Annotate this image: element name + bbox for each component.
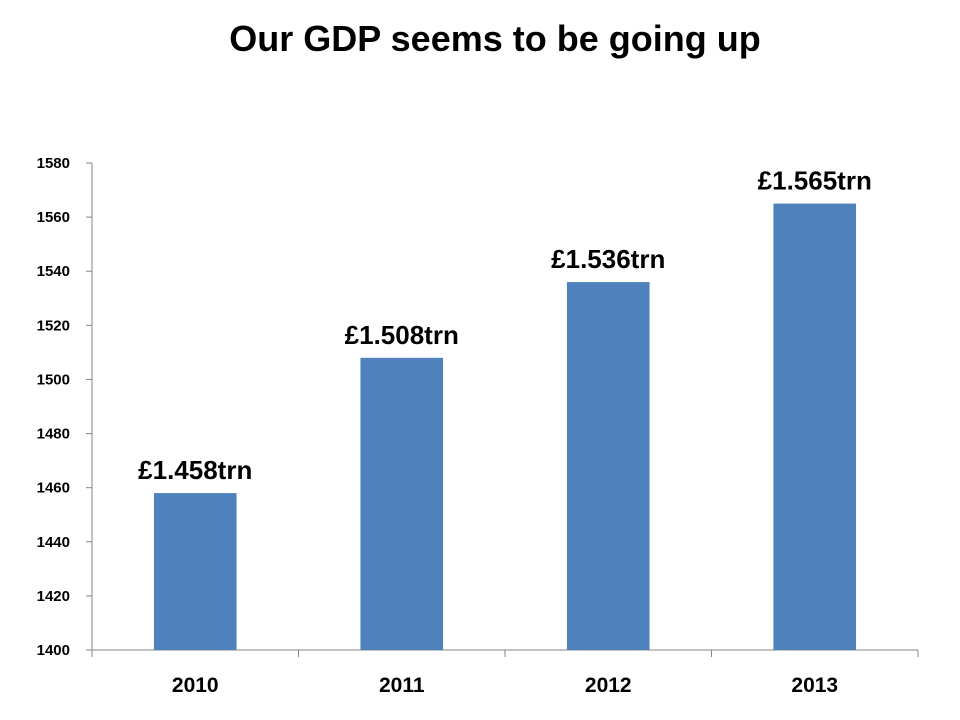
- x-tick-label: 2010: [172, 674, 219, 697]
- data-labels: £1.458trn £1.508trn £1.536trn £1.565trn: [138, 166, 872, 485]
- y-tick-label: 1540: [37, 263, 70, 280]
- y-tick-label: 1460: [37, 480, 70, 497]
- bars: [153, 203, 857, 651]
- x-tick-label: 2011: [379, 674, 425, 697]
- x-tick-label: 2013: [791, 674, 838, 697]
- data-label-2013: £1.565trn: [758, 166, 872, 196]
- y-tick-label: 1560: [37, 209, 70, 226]
- y-tick-label: 1400: [37, 642, 70, 659]
- y-tick-label: 1480: [37, 426, 70, 443]
- chart-title: Our GDP seems to be going up: [229, 18, 761, 59]
- y-tick-label: 1420: [37, 588, 70, 605]
- bar-2011: [360, 357, 444, 650]
- data-label-2012: £1.536trn: [551, 244, 665, 274]
- data-label-2010: £1.458trn: [138, 455, 252, 485]
- y-tick-label: 1440: [37, 534, 70, 551]
- x-axis: 2010 2011 2012 2013: [91, 649, 919, 697]
- y-tick-label: 1500: [37, 371, 70, 388]
- y-axis: 1400 1420 1440 1460 1480 1500 1520 1540 1560 1580: [37, 155, 93, 659]
- data-label-2011: £1.508trn: [345, 320, 459, 350]
- bar-2012: [566, 282, 650, 650]
- y-tick-label: 1520: [37, 317, 70, 334]
- y-tick-label: 1580: [37, 155, 70, 172]
- x-tick-label: 2012: [585, 674, 632, 697]
- bar-2013: [773, 203, 857, 651]
- bar-2010: [153, 493, 237, 650]
